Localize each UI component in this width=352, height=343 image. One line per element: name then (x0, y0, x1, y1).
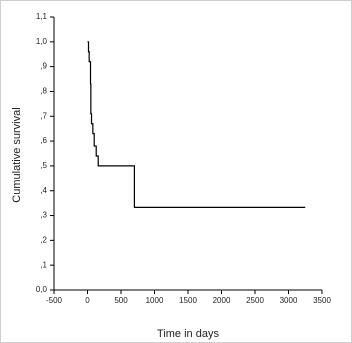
x-tick-label: 1000 (146, 296, 164, 305)
survival-curve (87, 41, 306, 208)
y-tick-label: ,8 (40, 87, 47, 96)
y-tick-label: ,1 (40, 260, 47, 269)
y-tick-label: 0,0 (36, 285, 48, 294)
y-tick-label: ,7 (40, 111, 47, 120)
x-tick-label: -500 (46, 296, 63, 305)
x-tick-label: 1500 (179, 296, 197, 305)
y-tick-label: ,5 (40, 161, 47, 170)
y-tick-label: ,9 (40, 62, 47, 71)
y-axis-title: Cumulative survival (11, 107, 23, 202)
y-tick-label: 1,1 (36, 12, 48, 21)
x-tick-label: 3000 (280, 296, 298, 305)
y-tick-label: ,6 (40, 136, 47, 145)
y-tick-label: ,2 (40, 235, 47, 244)
x-tick-label: 2500 (246, 296, 264, 305)
x-axis-title: Time in days (157, 328, 219, 340)
y-tick-label: ,3 (40, 211, 47, 220)
x-tick-label: 500 (114, 296, 128, 305)
y-tick-label: ,4 (40, 186, 47, 195)
x-tick-label: 3500 (313, 296, 331, 305)
y-tick-label: 1,0 (36, 37, 48, 46)
x-tick-label: 2000 (213, 296, 231, 305)
x-tick-label: 0 (85, 296, 90, 305)
